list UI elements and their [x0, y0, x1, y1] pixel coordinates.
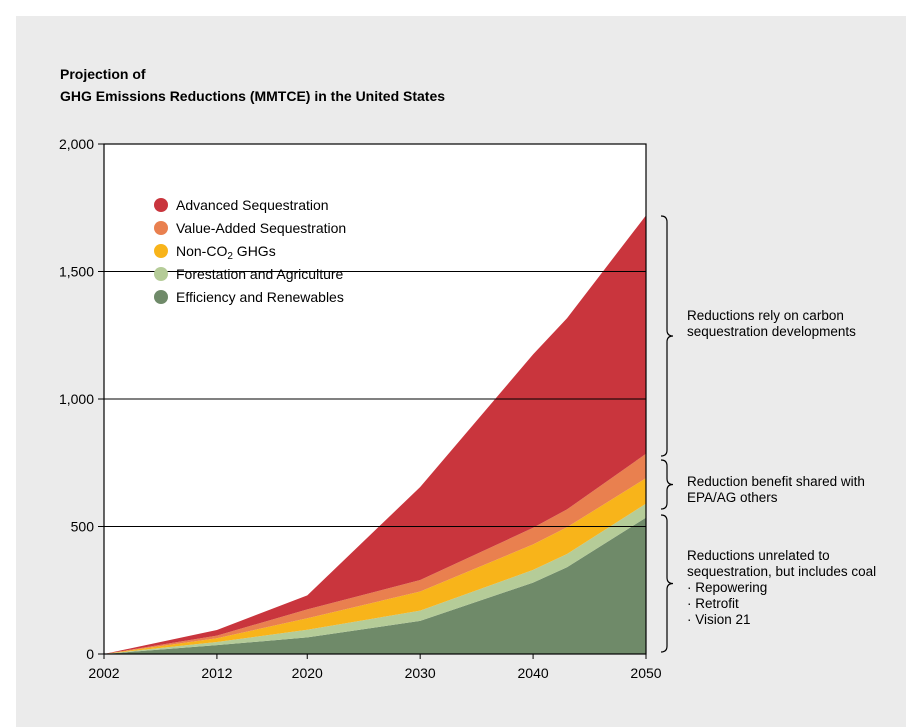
legend-label: Advanced Sequestration — [176, 197, 329, 213]
annotation-text: · Vision 21 — [687, 612, 751, 627]
area-non-co2-ghgs — [104, 478, 646, 654]
chart-title-line1: Projection of — [60, 66, 146, 82]
annotation-text: Reductions unrelated to — [687, 548, 830, 563]
legend-marker — [154, 290, 168, 304]
legend-marker — [154, 267, 168, 281]
y-tick-label: 0 — [86, 646, 94, 662]
y-tick-label: 2,000 — [59, 136, 94, 152]
annotation-text: · Repowering — [687, 580, 767, 595]
annotation-text: · Retrofit — [687, 596, 739, 611]
x-tick-label: 2050 — [630, 665, 661, 681]
annotation-text: Reductions rely on carbon — [687, 308, 844, 323]
area-forestation-and-agriculture — [104, 503, 646, 654]
x-tick-label: 2012 — [201, 665, 232, 681]
area-efficiency-and-renewables — [104, 517, 646, 654]
legend-marker — [154, 244, 168, 258]
annotation-text: EPA/AG others — [687, 490, 778, 505]
brace-sequestration — [660, 215, 674, 457]
annotation-text: Reduction benefit shared with — [687, 474, 865, 489]
y-tick-label: 500 — [71, 519, 95, 535]
legend-label: Forestation and Agriculture — [176, 266, 344, 282]
y-tick-label: 1,000 — [59, 391, 94, 407]
legend-label: Efficiency and Renewables — [176, 289, 344, 305]
annotation-text: sequestration developments — [687, 324, 856, 339]
x-tick-label: 2002 — [88, 665, 119, 681]
x-tick-label: 2040 — [518, 665, 549, 681]
y-tick-label: 1,500 — [59, 264, 94, 280]
legend-label: Value-Added Sequestration — [176, 220, 346, 236]
chart-title-line2: GHG Emissions Reductions (MMTCE) in the … — [60, 88, 446, 104]
annotation-text: sequestration, but includes coal — [687, 564, 876, 579]
area-advanced-sequestration — [104, 215, 646, 654]
legend-label: Non-CO2 GHGs — [176, 243, 276, 262]
brace-shared-benefit — [660, 459, 674, 510]
legend-marker — [154, 221, 168, 235]
x-tick-label: 2030 — [405, 665, 436, 681]
x-tick-label: 2020 — [292, 665, 323, 681]
legend-marker — [154, 198, 168, 212]
brace-unrelated — [660, 514, 674, 653]
